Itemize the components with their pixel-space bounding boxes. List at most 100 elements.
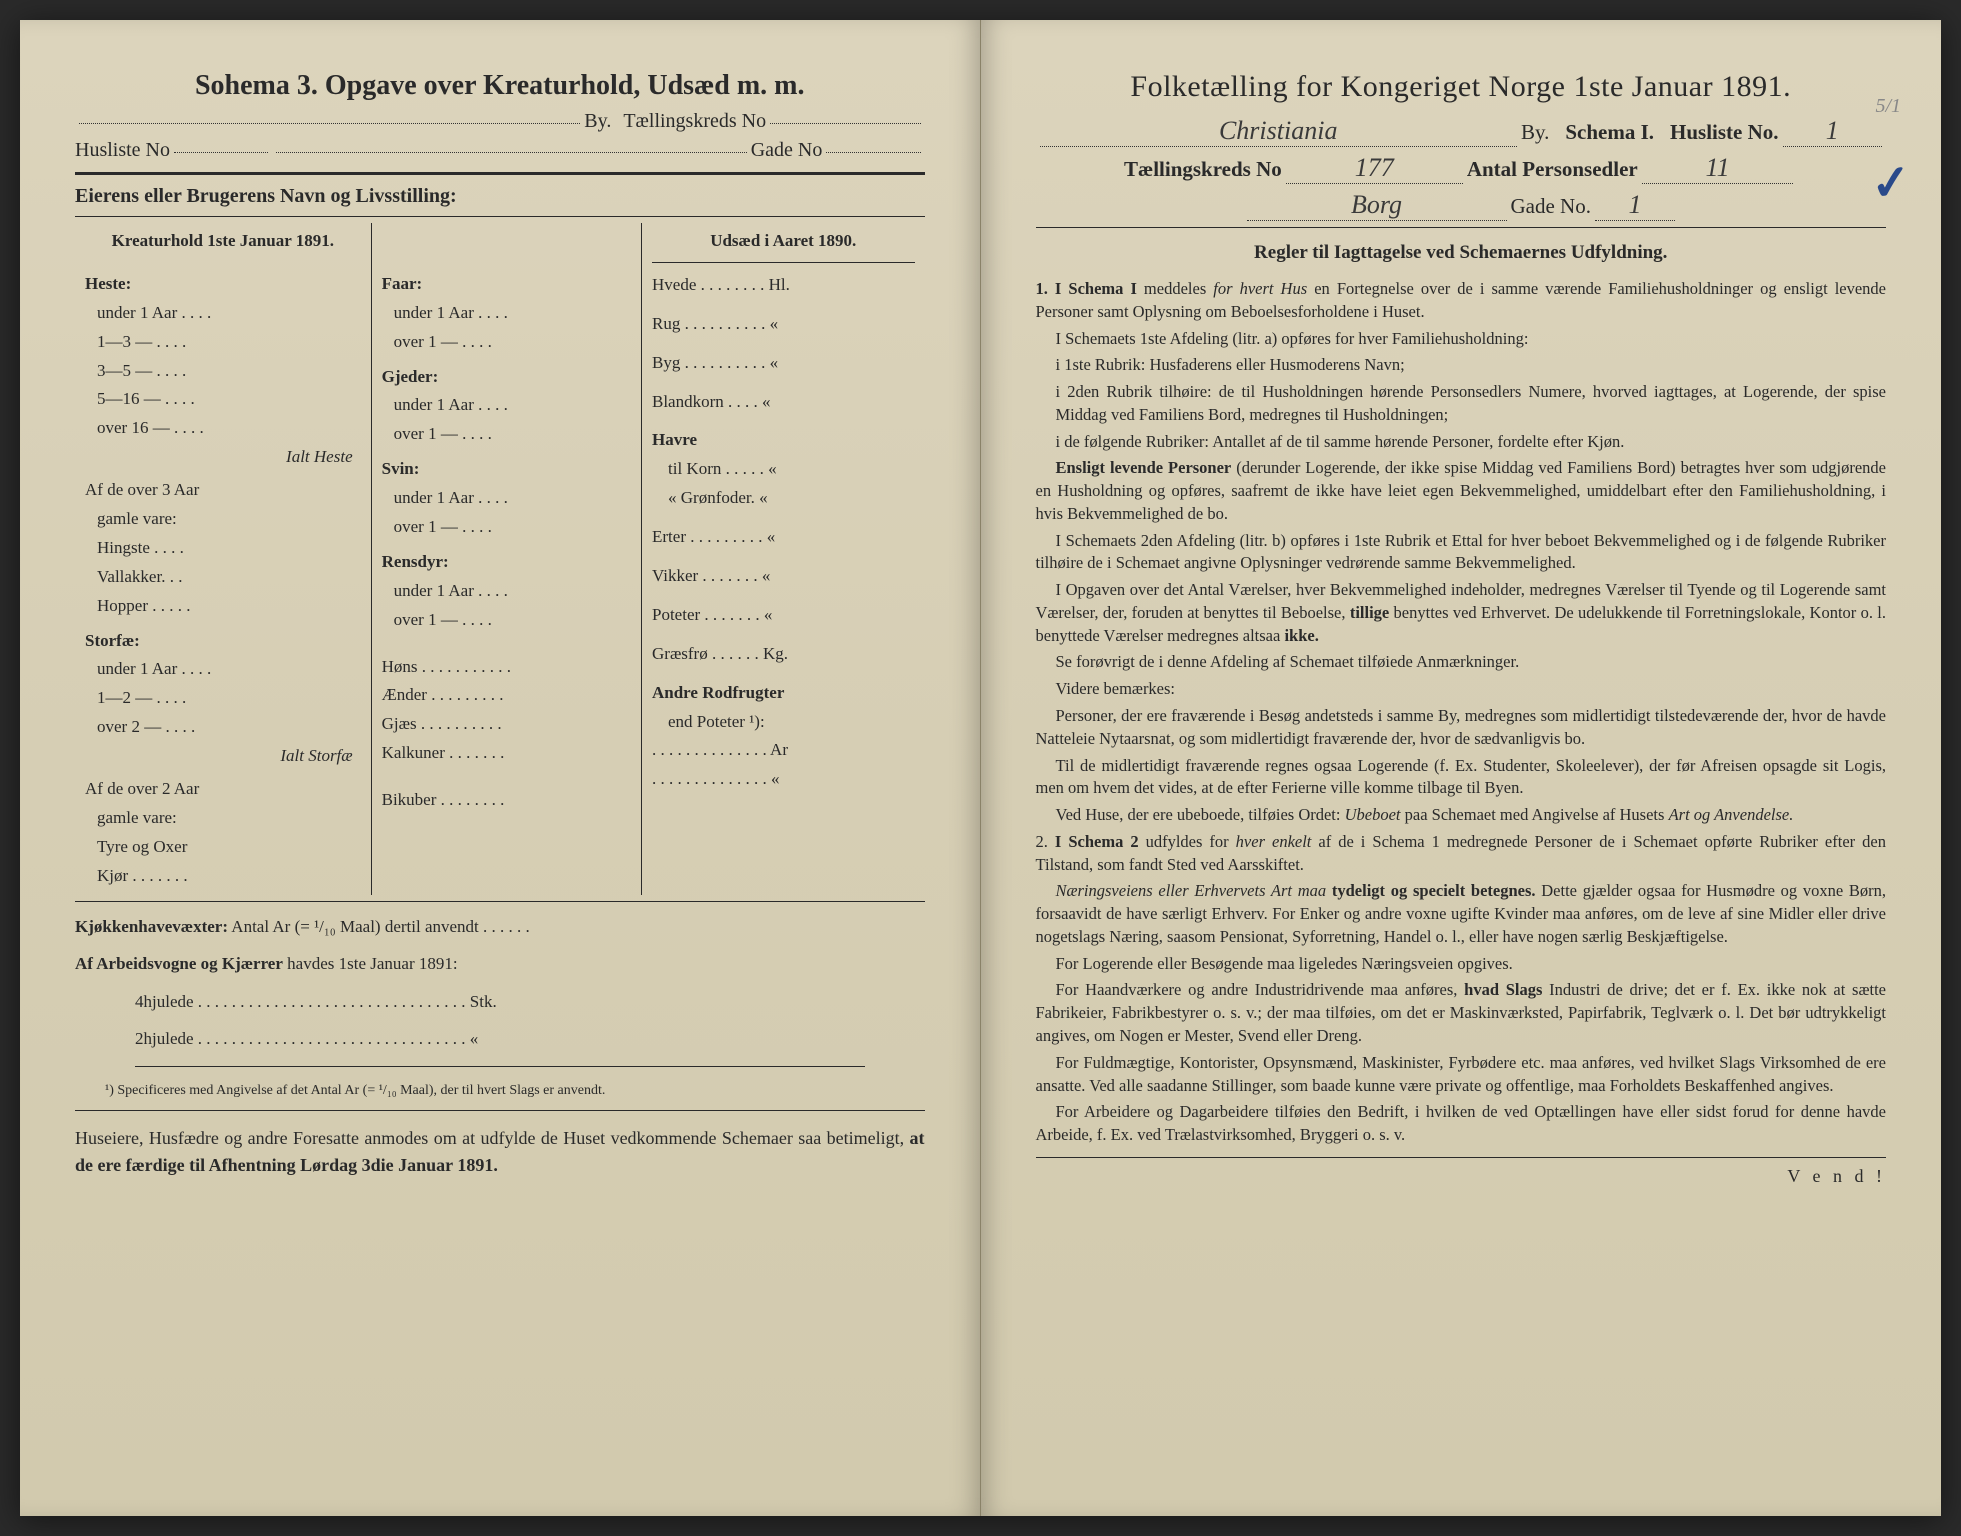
rule <box>75 901 925 902</box>
ialt-heste: Ialt Heste <box>85 443 361 472</box>
footnote: ¹) Specificeres med Angivelse af det Ant… <box>105 1081 895 1101</box>
regler-p: i de følgende Rubriker: Antallet af de t… <box>1036 431 1887 454</box>
kalkuner-row: Kalkuner . . . . . . . <box>382 739 631 768</box>
heste-cat: Heste: <box>85 270 361 299</box>
table-row: Erter . . . . . . . . . « <box>652 523 915 552</box>
table-row: Poteter . . . . . . . « <box>652 601 915 630</box>
table-row: Byg . . . . . . . . . . « <box>652 349 915 378</box>
regler-p: I Schemaets 1ste Afdeling (litr. a) opfø… <box>1036 328 1887 351</box>
left-husliste-line: Husliste No Gade No <box>75 139 925 162</box>
pencil-note: 5/1 <box>1875 95 1901 118</box>
table-row: Hingste . . . . <box>85 534 361 563</box>
table-row: under 1 Aar . . . . <box>382 299 631 328</box>
regler-p: Ensligt levende Personer (derunder Loger… <box>1036 457 1887 525</box>
regler-title: Regler til Iagttagelse ved Schemaernes U… <box>1036 242 1887 264</box>
city-written: Christiania <box>1040 116 1517 147</box>
table-row: Blandkorn . . . . « <box>652 388 915 417</box>
regler-p: Se forøvrigt de i denne Afdeling af Sche… <box>1036 651 1887 674</box>
table-row: Vallakker. . . <box>85 563 361 592</box>
regler-p: I Opgaven over det Antal Værelser, hver … <box>1036 579 1887 647</box>
document-spread: Sohema 3. Opgave over Kreaturhold, Udsæd… <box>20 20 1941 1516</box>
gade-written: Borg <box>1247 190 1507 221</box>
gade-val: 1 <box>1595 190 1675 221</box>
col-2: Faar: under 1 Aar . . . . over 1 — . . .… <box>372 223 642 895</box>
col1-header: Kreaturhold 1ste Januar 1891. <box>85 227 361 262</box>
regler-p: Videre bemærkes: <box>1036 678 1887 701</box>
rule <box>75 216 925 217</box>
closing-text: Huseiere, Husfædre og andre Foresatte an… <box>75 1125 925 1179</box>
table-row: under 1 Aar . . . . <box>85 299 361 328</box>
table-row: Kjør . . . . . . . <box>85 862 361 891</box>
table-row: Hopper . . . . . <box>85 592 361 621</box>
gamle-vare: gamle vare: <box>85 505 361 534</box>
schema-label: Schema I. <box>1565 120 1654 145</box>
gjaes-row: Gjæs . . . . . . . . . . <box>382 710 631 739</box>
table-row: over 2 — . . . . <box>85 713 361 742</box>
by-label: By. <box>584 110 611 133</box>
col-1: Kreaturhold 1ste Januar 1891. Heste: und… <box>75 223 372 895</box>
table-row: over 16 — . . . . <box>85 414 361 443</box>
af-over3: Af de over 3 Aar <box>85 476 361 505</box>
table-row: over 1 — . . . . <box>382 513 631 542</box>
table-row: Havre <box>652 426 915 455</box>
col-3: Udsæd i Aaret 1890. Hvede . . . . . . . … <box>642 223 925 895</box>
regler-p: For Fuldmægtige, Kontorister, Opsynsmænd… <box>1036 1052 1887 1098</box>
table-row: 1—3 — . . . . <box>85 328 361 357</box>
table-row: 5—16 — . . . . <box>85 385 361 414</box>
regler-p: For Arbeidere og Dagarbeidere tilføies d… <box>1036 1101 1887 1147</box>
regler-p: i 1ste Rubrik: Husfaderens eller Husmode… <box>1036 354 1887 377</box>
ialt-storfae: Ialt Storfæ <box>85 742 361 771</box>
bottom-kjokken: Kjøkkenhavevæxter: Antal Ar (= ¹/₁₀ Maal… <box>75 914 925 940</box>
line-city: Christiania By. Schema I. Husliste No. 1 <box>1036 116 1887 147</box>
husliste-val: 1 <box>1783 116 1882 147</box>
hjul4-row: 4hjulede . . . . . . . . . . . . . . . .… <box>75 989 925 1015</box>
table-row: til Korn . . . . . « <box>652 455 915 484</box>
gjeder-cat: Gjeder: <box>382 363 631 392</box>
rule <box>135 1066 865 1067</box>
rensdyr-cat: Rensdyr: <box>382 548 631 577</box>
regler-p: I Schemaets 2den Afdeling (litr. b) opfø… <box>1036 530 1887 576</box>
hjul2-row: 2hjulede . . . . . . . . . . . . . . . .… <box>75 1026 925 1052</box>
table-row: . . . . . . . . . . . . . . « <box>652 765 915 794</box>
regler-body: 1. I Schema I meddeles for hvert Hus en … <box>1036 278 1887 1147</box>
regler-p: 2. I Schema 2 udfyldes for hver enkelt a… <box>1036 831 1887 877</box>
table-row: Græsfrø . . . . . . Kg. <box>652 640 915 669</box>
vend-label: V e n d ! <box>1036 1166 1887 1187</box>
regler-p: Næringsveiens eller Erhvervets Art maa t… <box>1036 880 1887 948</box>
table-row: under 1 Aar . . . . <box>85 655 361 684</box>
table-row: Andre Rodfrugter <box>652 679 915 708</box>
regler-p: For Logerende eller Besøgende maa ligele… <box>1036 953 1887 976</box>
rule <box>1036 1157 1887 1158</box>
hons-row: Høns . . . . . . . . . . . <box>382 653 631 682</box>
regler-p: Til de midlertidigt fraværende regnes og… <box>1036 755 1887 801</box>
arbeid-label: Af Arbeidsvogne og Kjærrer <box>75 954 283 973</box>
table-columns: Kreaturhold 1ste Januar 1891. Heste: und… <box>75 223 925 895</box>
bottom-arbeid: Af Arbeidsvogne og Kjærrer havdes 1ste J… <box>75 951 925 977</box>
faar-cat: Faar: <box>382 270 631 299</box>
regler-p: i 2den Rubrik tilhøire: de til Husholdni… <box>1036 381 1887 427</box>
aender-row: Ænder . . . . . . . . . <box>382 681 631 710</box>
table-row: under 1 Aar . . . . <box>382 577 631 606</box>
table-row: Tyre og Oxer <box>85 833 361 862</box>
husliste-label: Husliste No <box>75 139 170 162</box>
regler-p: 1. I Schema I meddeles for hvert Hus en … <box>1036 278 1887 324</box>
kjokken-text: Antal Ar (= ¹/₁₀ Maal) dertil anvendt . … <box>231 917 529 936</box>
storfae-cat: Storfæ: <box>85 627 361 656</box>
regler-p: Personer, der ere fraværende i Besøg and… <box>1036 705 1887 751</box>
right-page: 5/1 ✓ Folketælling for Kongeriget Norge … <box>981 20 1942 1516</box>
bikuber-row: Bikuber . . . . . . . . <box>382 786 631 815</box>
af-over2: Af de over 2 Aar <box>85 775 361 804</box>
table-row: Rug . . . . . . . . . . « <box>652 310 915 339</box>
checkmark-icon: ✓ <box>1868 153 1913 212</box>
tk-label: Tællingskreds No <box>623 110 766 133</box>
table-row: over 1 — . . . . <box>382 606 631 635</box>
regler-p: For Haandværkere og andre Industridriven… <box>1036 979 1887 1047</box>
col2-header <box>382 227 631 262</box>
table-row: end Poteter ¹): <box>652 708 915 737</box>
arbeid-text: havdes 1ste Januar 1891: <box>287 954 457 973</box>
table-row: under 1 Aar . . . . <box>382 484 631 513</box>
line-gade: Borg Gade No. 1 <box>1036 190 1887 221</box>
table-row: . . . . . . . . . . . . . . Ar <box>652 736 915 765</box>
gade-label: Gade No <box>751 139 823 162</box>
left-title: Sohema 3. Opgave over Kreaturhold, Udsæd… <box>75 70 925 102</box>
